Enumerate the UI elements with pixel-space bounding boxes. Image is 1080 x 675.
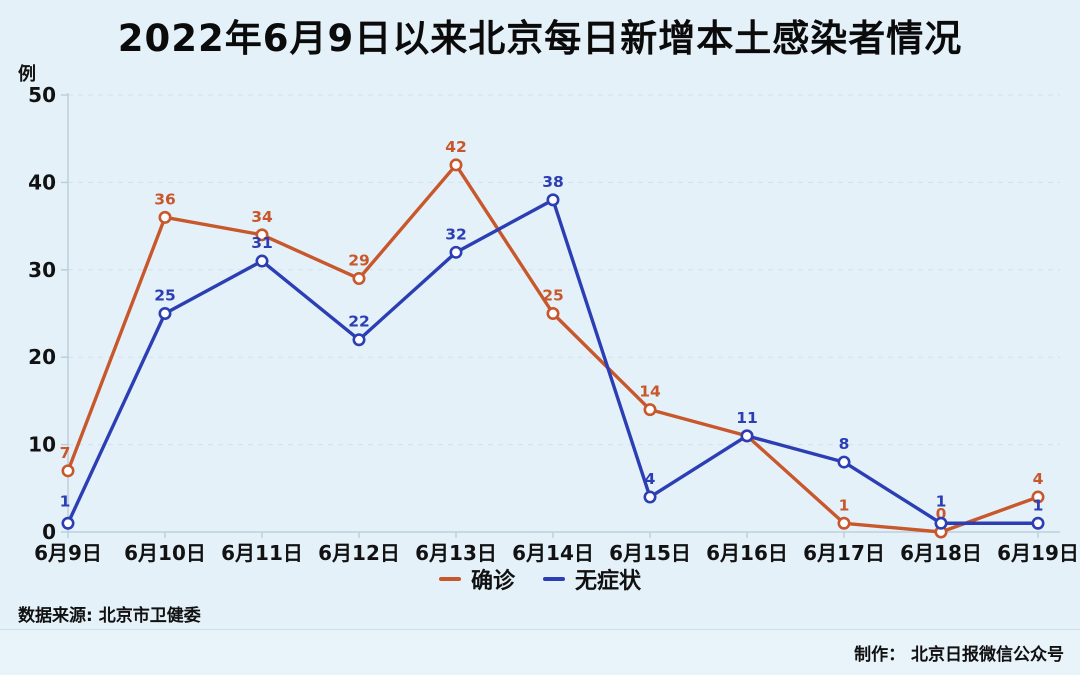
y-tick-label: 30: [28, 258, 56, 282]
x-tick-label: 6月18日: [900, 541, 982, 565]
data-label-asymptomatic: 4: [645, 470, 656, 488]
data-point-confirmed: [643, 403, 657, 417]
x-tick-label: 6月12日: [318, 541, 400, 565]
data-point-asymptomatic: [934, 516, 948, 530]
page-title: 2022年6月9日以来北京每日新增本土感染者情况: [117, 17, 963, 60]
data-point-asymptomatic: [643, 490, 657, 504]
credit-text: 制作： 北京日报微信公众号: [854, 645, 1064, 665]
data-label-asymptomatic: 31: [251, 234, 273, 252]
data-label-asymptomatic: 8: [839, 435, 850, 453]
data-point-confirmed: [61, 464, 75, 478]
confirmed-line-swatch-icon: [438, 577, 461, 581]
x-tick-label: 6月10日: [124, 541, 206, 565]
data-label-confirmed: 29: [348, 252, 370, 270]
data-point-asymptomatic: [837, 455, 851, 469]
data-label-asymptomatic: 32: [445, 225, 467, 243]
data-point-asymptomatic: [158, 307, 172, 321]
data-label-asymptomatic: 38: [542, 173, 564, 191]
data-label-confirmed: 4: [1033, 470, 1044, 488]
data-source-text: 数据来源: 北京市卫健委: [18, 606, 201, 626]
y-tick-label: 50: [28, 83, 56, 107]
data-label-confirmed: 25: [542, 287, 564, 305]
data-label-confirmed: 7: [60, 444, 71, 462]
x-tick-label: 6月15日: [609, 541, 691, 565]
x-tick-label: 6月19日: [997, 541, 1079, 565]
data-point-confirmed: [352, 272, 366, 286]
data-point-asymptomatic: [449, 245, 463, 259]
x-tick-label: 6月17日: [803, 541, 885, 565]
y-tick-label: 20: [28, 345, 56, 369]
x-tick-label: 6月9日: [34, 541, 102, 565]
legend-label-asymptomatic: 无症状: [575, 569, 642, 594]
data-label-asymptomatic: 1: [60, 492, 71, 510]
data-point-asymptomatic: [740, 429, 754, 443]
data-point-confirmed: [255, 228, 269, 242]
data-label-asymptomatic: 1: [1033, 496, 1044, 514]
asymptomatic-line-swatch-icon: [543, 577, 565, 581]
x-tick-label: 6月11日: [221, 541, 303, 565]
data-point-asymptomatic: [61, 516, 75, 530]
data-point-asymptomatic: [1031, 516, 1045, 530]
data-label-confirmed: 1: [839, 496, 850, 514]
legend-item-confirmed: 确诊: [438, 563, 515, 595]
data-point-confirmed: [449, 158, 463, 172]
legend-label-confirmed: 确诊: [470, 569, 515, 594]
data-label-asymptomatic: 25: [154, 287, 176, 305]
data-label-confirmed: 0: [936, 505, 947, 523]
line-chart: 0 10 20 30 40 50 6月9日 6月10日 6月11日 6月12日 6月13日 6月14日…: [0, 72, 1080, 572]
data-point-confirmed: [158, 210, 172, 224]
data-point-asymptomatic: [546, 193, 560, 207]
x-tick-label: 6月13日: [415, 541, 497, 565]
data-label-confirmed: 14: [639, 383, 661, 401]
y-tick-label: 10: [28, 433, 56, 457]
footer-bar: [0, 630, 1080, 675]
data-label-confirmed: 42: [445, 138, 467, 156]
series-line-asymptomatic: [66, 198, 1040, 525]
data-point-asymptomatic: [352, 333, 366, 347]
data-point-confirmed: [837, 516, 851, 530]
series-line-confirmed: [66, 163, 1040, 534]
footer-divider: [0, 629, 1080, 630]
y-tick-label: 40: [28, 170, 56, 194]
data-point-confirmed: [1031, 490, 1045, 504]
x-tick-label: 6月16日: [706, 541, 788, 565]
data-label-asymptomatic: 1: [936, 492, 947, 510]
y-tick-label: 0: [42, 520, 56, 544]
data-label-confirmed: 36: [154, 190, 176, 208]
data-point-confirmed: [546, 307, 560, 321]
data-label-confirmed: 34: [251, 208, 273, 226]
y-axis-unit-label: 例: [18, 64, 36, 85]
data-point-asymptomatic: [255, 254, 269, 268]
legend-item-asymptomatic: 无症状: [543, 563, 641, 595]
data-label-asymptomatic: 22: [348, 313, 370, 331]
data-label-asymptomatic: 11: [736, 409, 758, 427]
x-tick-label: 6月14日: [512, 541, 594, 565]
chart-legend: 确诊 无症状: [0, 563, 1080, 595]
